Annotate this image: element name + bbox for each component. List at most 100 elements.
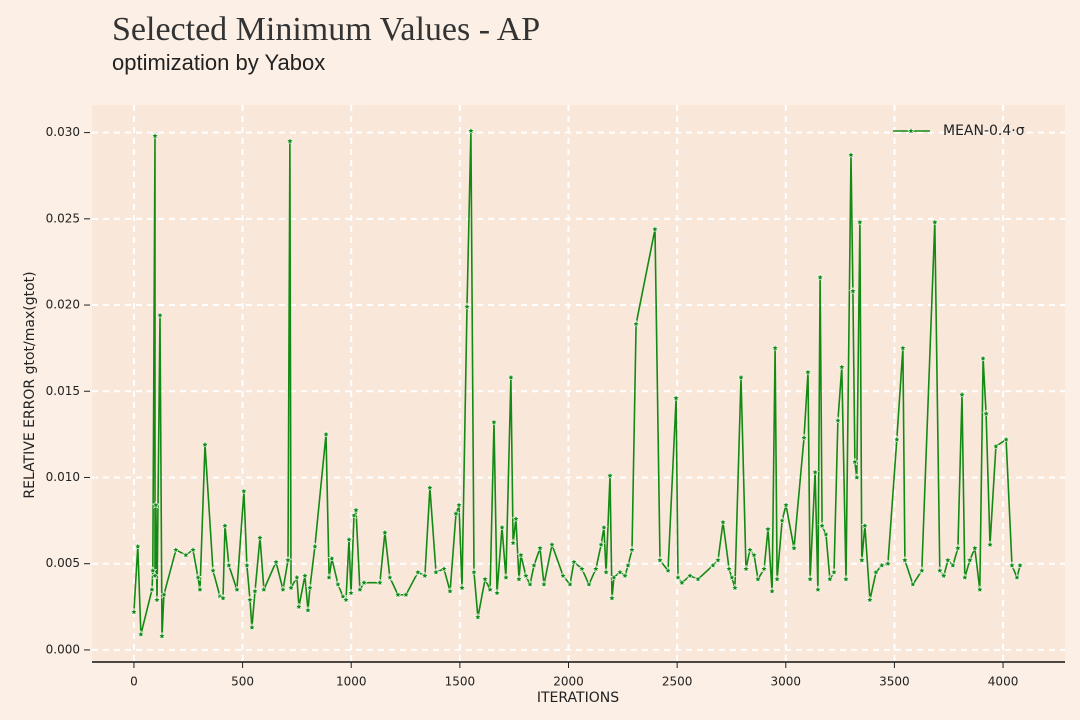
point-marker (631, 319, 641, 328)
point-marker (609, 573, 619, 582)
legend-label: MEAN-0.4·σ (943, 123, 1025, 139)
point-marker (855, 217, 865, 226)
point-marker (200, 440, 210, 449)
point-marker (1015, 561, 1025, 569)
point-marker (730, 583, 740, 592)
point-marker (596, 540, 606, 549)
point-marker (157, 631, 167, 640)
x-tick-label: 4000 (988, 675, 1019, 689)
point-marker (829, 567, 839, 576)
point-marker (857, 555, 867, 564)
point-marker (521, 571, 531, 580)
point-marker (569, 557, 579, 566)
point-marker (155, 311, 165, 319)
legend-marker (906, 126, 916, 135)
point-marker (860, 521, 870, 530)
point-marker (285, 136, 295, 145)
point-marker (286, 583, 296, 592)
point-marker (375, 578, 385, 587)
x-tick-label: 3500 (879, 675, 910, 689)
point-marker (159, 590, 169, 599)
point-marker (763, 524, 773, 533)
x-tick-label: 2000 (553, 675, 584, 689)
point-marker (767, 586, 777, 595)
point-marker (151, 500, 161, 509)
point-marker (865, 595, 875, 604)
point-marker (346, 588, 356, 597)
point-marker (877, 561, 887, 569)
point-marker (501, 573, 511, 582)
point-marker (898, 343, 908, 352)
point-marker (181, 550, 191, 559)
point-marker (673, 573, 683, 582)
point-marker (939, 571, 948, 580)
point-marker (445, 586, 455, 595)
point-marker (985, 540, 995, 549)
point-marker (620, 571, 630, 580)
point-marker (508, 538, 518, 547)
point-marker (413, 567, 423, 576)
point-marker (344, 535, 354, 544)
point-marker (439, 564, 449, 573)
point-marker (232, 585, 242, 594)
point-marker (152, 595, 162, 604)
point-marker (759, 564, 769, 573)
point-marker (242, 561, 252, 569)
point-marker (469, 567, 479, 576)
point-marker (136, 630, 146, 638)
point-marker (848, 286, 858, 295)
point-marker (908, 580, 918, 588)
point-marker (821, 530, 831, 538)
x-tick-label: 1000 (336, 675, 367, 689)
point-marker (770, 343, 780, 352)
point-marker (663, 566, 673, 575)
point-marker (627, 545, 637, 554)
point-marker (749, 550, 759, 559)
point-marker (900, 555, 910, 564)
point-marker (511, 514, 521, 523)
point-marker (852, 473, 862, 482)
x-tick-label: 500 (231, 675, 254, 689)
point-marker (497, 523, 507, 532)
point-marker (349, 511, 359, 519)
point-marker (327, 554, 337, 563)
point-marker (195, 585, 205, 594)
point-marker (473, 612, 483, 621)
point-marker (623, 561, 633, 569)
x-tick-label: 3000 (771, 675, 802, 689)
point-marker (693, 574, 703, 583)
point-marker (745, 545, 755, 554)
point-marker (803, 367, 813, 376)
x-tick-label: 2500 (662, 675, 693, 689)
y-tick-label: 0.005 (46, 556, 80, 570)
point-marker (727, 573, 737, 582)
point-marker (741, 564, 751, 573)
point-marker (846, 150, 856, 159)
point-marker (218, 593, 228, 602)
point-marker (457, 583, 467, 592)
point-marker (753, 574, 763, 583)
point-marker (516, 550, 526, 559)
point-marker (591, 564, 601, 573)
point-marker (892, 435, 901, 444)
point-marker (259, 585, 269, 594)
point-marker (850, 457, 860, 466)
point-marker (351, 505, 361, 514)
x-axis-label: ITERATIONS (537, 690, 619, 706)
y-tick-label: 0.020 (46, 298, 80, 312)
point-marker (650, 224, 660, 233)
point-marker (506, 373, 516, 382)
point-marker (1007, 561, 1017, 569)
point-marker (539, 580, 549, 588)
point-marker (380, 528, 390, 537)
point-marker (245, 595, 255, 604)
point-marker (425, 483, 435, 492)
point-marker (529, 561, 539, 569)
point-marker (480, 574, 490, 583)
point-marker (935, 566, 945, 575)
point-marker (943, 555, 953, 564)
y-tick-label: 0.010 (46, 470, 80, 484)
point-marker (671, 393, 681, 402)
point-marker (193, 573, 203, 582)
point-marker (239, 486, 249, 495)
